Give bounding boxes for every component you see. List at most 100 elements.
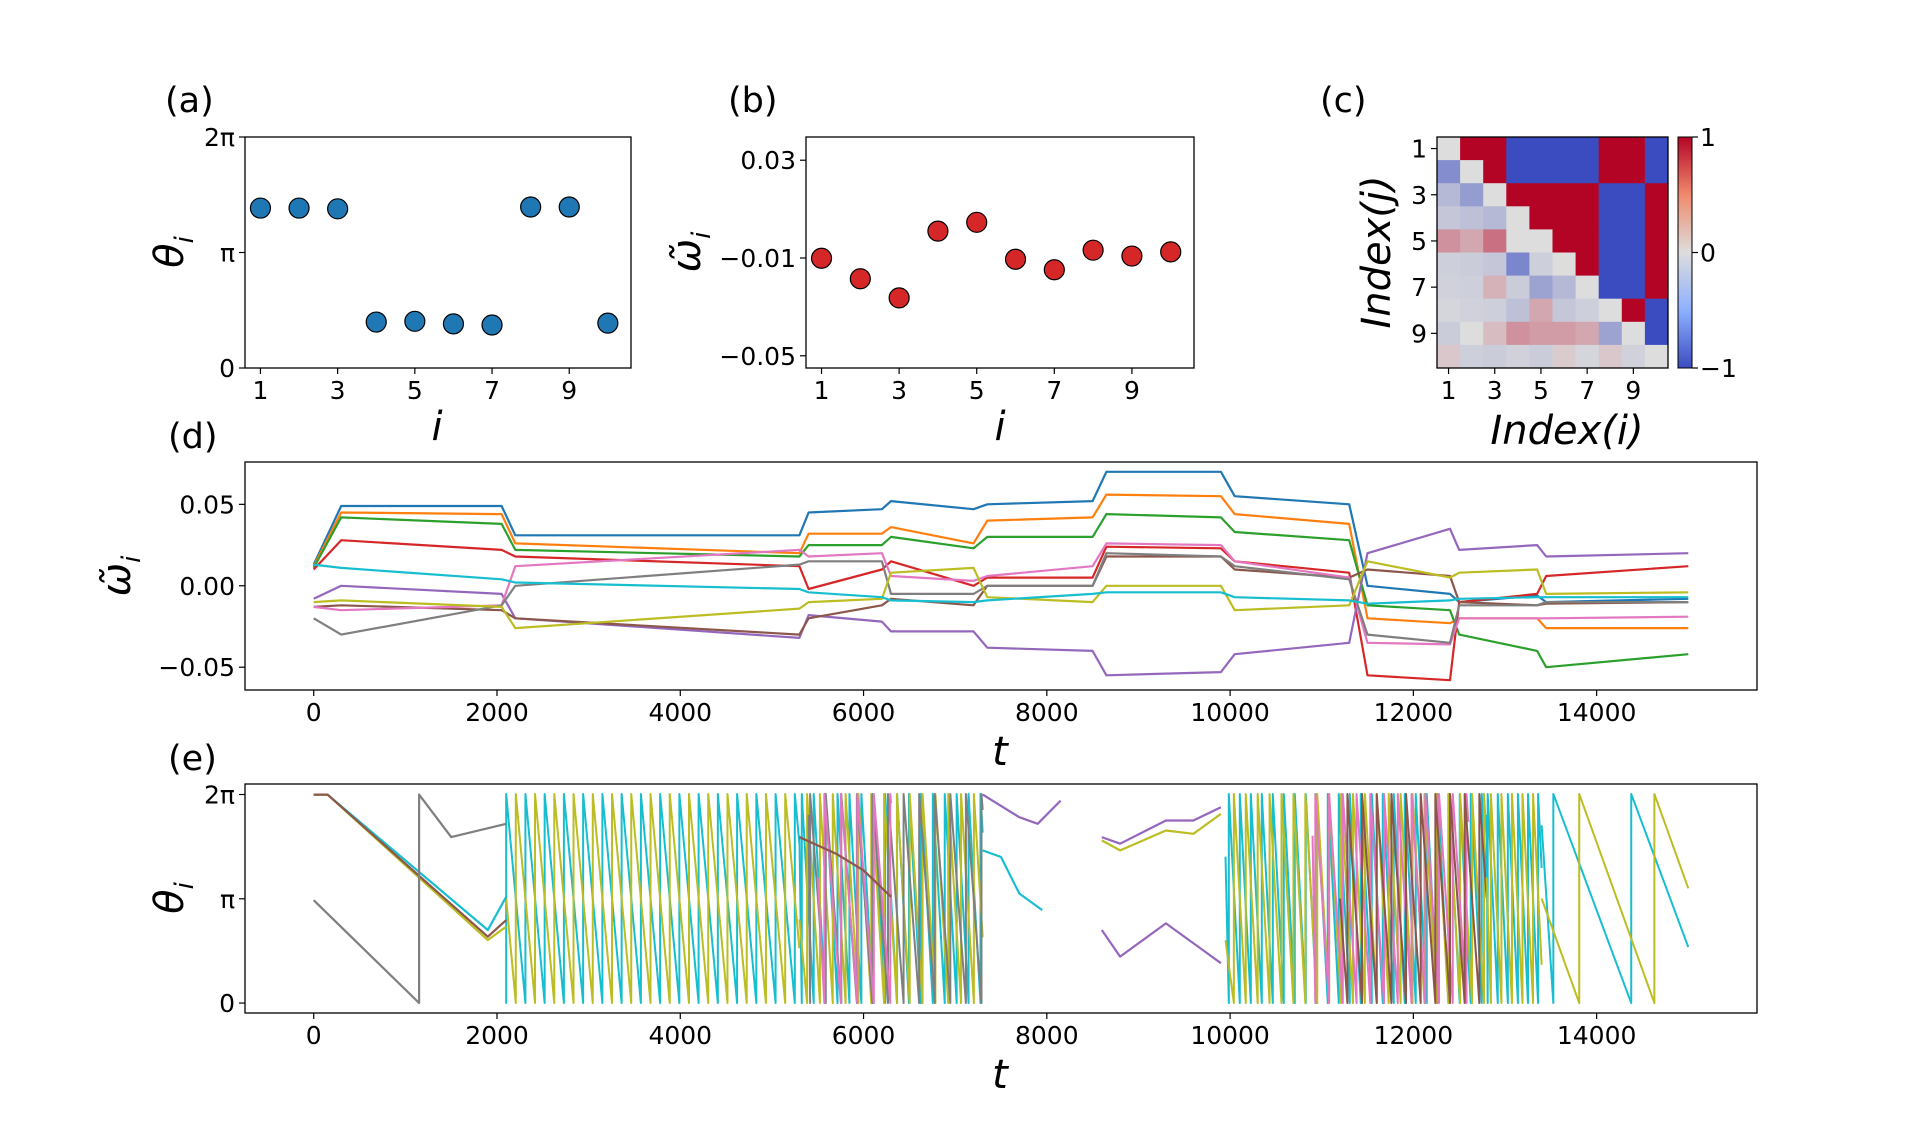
heatmap-cell xyxy=(1506,275,1530,300)
scatter-point xyxy=(288,197,310,219)
heatmap-cell xyxy=(1506,229,1530,253)
panel-b-x-label: i xyxy=(994,404,1005,450)
heatmap-cell xyxy=(1644,321,1669,346)
heatmap-cell xyxy=(1575,321,1600,346)
panel-c-correlation-heatmap: (c) 1 3 5 7 9 1 3 5 7 9 1 0 −1 Index(i) Index(j) xyxy=(1320,81,1737,454)
panel-a-y-label-sub: i xyxy=(170,235,200,243)
panel-a-y-label: θi xyxy=(147,235,200,267)
scatter-point xyxy=(966,211,988,233)
heatmap-cell xyxy=(1483,275,1507,300)
scatter-point xyxy=(404,310,426,332)
x-tick-label: 6000 xyxy=(832,1021,896,1050)
heatmap-cell xyxy=(1598,321,1623,346)
panel-c-frame xyxy=(1436,136,1669,369)
scatter-point xyxy=(1043,259,1065,281)
heatmap-cell xyxy=(1483,344,1507,369)
heatmap-cell xyxy=(1621,160,1646,184)
panel-c-y-ticks: 1 3 5 7 9 xyxy=(1411,135,1437,348)
y-tick-label: −0.05 xyxy=(719,342,796,371)
series-line-10 xyxy=(313,563,1689,605)
x-tick-label: 1 xyxy=(252,376,268,405)
heatmap-cell xyxy=(1460,160,1484,184)
panel-b-y-label-sub: i xyxy=(687,231,717,239)
scatter-point xyxy=(520,196,542,218)
x-tick-label: 2000 xyxy=(465,698,529,727)
heatmap-cell xyxy=(1437,344,1461,369)
panel-c-x-ticks: 1 3 5 7 9 xyxy=(1441,368,1641,405)
panel-b-x-ticks: 1 3 5 7 9 xyxy=(814,368,1140,405)
heatmap-cell xyxy=(1506,252,1530,276)
panel-a-x-ticks: 1 3 5 7 9 xyxy=(252,368,577,405)
heatmap-cell xyxy=(1644,252,1669,276)
heatmap-cell xyxy=(1644,137,1669,161)
heatmap-cell xyxy=(1437,275,1461,300)
y-tick-label: 7 xyxy=(1411,273,1427,302)
heatmap-cell xyxy=(1621,183,1646,207)
x-tick-label: 7 xyxy=(1579,376,1595,405)
x-tick-label: 9 xyxy=(1124,376,1140,405)
heatmap-cell xyxy=(1575,160,1600,184)
colorbar-tick-label: 1 xyxy=(1700,123,1716,152)
svg-text:ω̃i: ω̃i xyxy=(94,555,147,597)
panel-c-colorbar-ticks: 1 0 −1 xyxy=(1692,123,1737,383)
heatmap-cell xyxy=(1644,183,1669,207)
svg-text:θi: θi xyxy=(147,235,200,267)
heatmap-cell xyxy=(1598,275,1623,300)
panel-a-marks xyxy=(249,196,619,336)
y-tick-label: 0.00 xyxy=(179,572,235,601)
heatmap-cell xyxy=(1598,252,1623,276)
heatmap-cell xyxy=(1506,206,1530,230)
heatmap-cell xyxy=(1483,206,1507,230)
y-tick-label: 0.05 xyxy=(179,490,235,519)
panel-c-label: (c) xyxy=(1320,81,1367,121)
heatmap-cell xyxy=(1460,252,1484,276)
heatmap-cell xyxy=(1552,206,1576,230)
panel-d-x-label: t xyxy=(992,729,1009,775)
panel-e-y-label: θi xyxy=(147,881,200,913)
heatmap-cell xyxy=(1460,183,1484,207)
panel-e-y-label-sub: i xyxy=(170,881,200,889)
panel-b-y-label: ω̃i xyxy=(664,231,717,273)
panel-d-omega-timeseries: (d) 0 2000 4000 6000 8000 10000 12000 14000 −0.… xyxy=(94,417,1758,775)
heatmap-cell xyxy=(1575,344,1600,369)
x-tick-label: 4000 xyxy=(648,1021,712,1050)
x-tick-label: 0 xyxy=(306,1021,322,1050)
heatmap-cell xyxy=(1552,252,1576,276)
panel-e-theta-timeseries: (e) 0 2000 4000 6000 8000 10000 12000 14000 0 π 2… xyxy=(147,739,1758,1098)
heatmap-cell xyxy=(1552,275,1576,300)
x-tick-label: 10000 xyxy=(1190,698,1270,727)
heatmap-cell xyxy=(1552,298,1576,323)
panel-a-frame xyxy=(244,136,632,369)
heatmap-cell xyxy=(1506,183,1530,207)
sawtooth-series xyxy=(1485,792,1543,1005)
heatmap-cell xyxy=(1506,160,1530,184)
x-tick-label: 5 xyxy=(969,376,985,405)
heatmap-cell xyxy=(1460,137,1484,161)
panel-e-y-ticks: 0 π 2π xyxy=(204,781,245,1018)
heatmap-cell xyxy=(1552,183,1576,207)
x-tick-label: 7 xyxy=(1046,376,1062,405)
panel-e-x-label: t xyxy=(992,1052,1009,1098)
heatmap-cell xyxy=(1575,275,1600,300)
heatmap-cell xyxy=(1598,206,1623,230)
heatmap-cell xyxy=(1575,252,1600,276)
heatmap-cell xyxy=(1506,298,1530,323)
heatmap-cell xyxy=(1644,229,1669,253)
panel-b-y-ticks: −0.05 −0.01 0.03 xyxy=(719,146,806,371)
heatmap-cell xyxy=(1460,344,1484,369)
series-line-G xyxy=(1101,806,1222,845)
heatmap-cell xyxy=(1437,321,1461,346)
panel-e-frame xyxy=(244,783,1758,1014)
heatmap-cell xyxy=(1644,344,1669,369)
heatmap-cell xyxy=(1598,344,1623,369)
heatmap-cell xyxy=(1552,160,1576,184)
panel-d-frame xyxy=(244,461,1758,691)
heatmap-cell xyxy=(1529,252,1553,276)
sawtooth-series xyxy=(1540,792,1690,1005)
heatmap-cell xyxy=(1460,321,1484,346)
panel-e-y-label-main: θ xyxy=(147,889,193,913)
y-tick-label: 3 xyxy=(1411,181,1427,210)
panel-c-y-label: Index(j) xyxy=(1354,175,1400,328)
x-tick-label: 9 xyxy=(1625,376,1641,405)
